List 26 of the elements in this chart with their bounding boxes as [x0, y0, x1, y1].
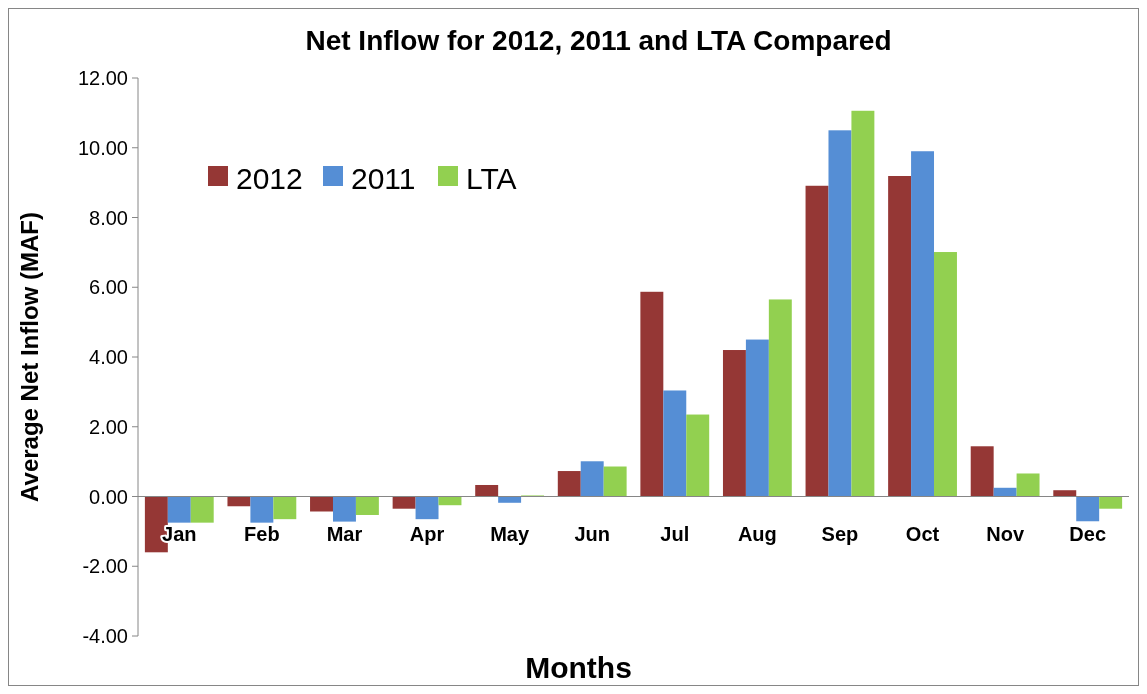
y-tick-label: 0.00 — [89, 485, 128, 508]
x-tick-label: Apr — [409, 522, 445, 545]
x-tick-label: Nov — [986, 522, 1025, 545]
x-tick-label: Jun — [574, 522, 610, 545]
y-tick-label: 8.00 — [89, 206, 128, 229]
y-tick-label: 10.00 — [77, 136, 128, 159]
y-axis-title: Average Net Inflow (MAF) — [16, 212, 43, 502]
chart-title: Net Inflow for 2012, 2011 and LTA Compared — [305, 25, 892, 56]
x-tick-label: Dec — [1069, 522, 1107, 545]
legend-label: LTA — [466, 161, 517, 195]
legend-label: 2012 — [236, 161, 303, 195]
y-tick-label: 6.00 — [89, 276, 128, 299]
y-tick-label: -4.00 — [82, 625, 128, 647]
x-tick-label: May — [490, 522, 530, 545]
y-tick-label: 4.00 — [89, 346, 128, 368]
x-tick-label: Aug — [737, 522, 777, 545]
y-tick-label: 12.00 — [77, 67, 128, 89]
x-tick-label: Feb — [244, 522, 280, 545]
x-tick-label: Oct — [905, 522, 940, 545]
legend-label: 2011 — [351, 161, 416, 195]
y-tick-label: -2.00 — [82, 555, 128, 578]
x-tick-label: Jul — [660, 522, 690, 545]
x-tick-label: Sep — [821, 522, 859, 545]
y-tick-label: 2.00 — [89, 415, 128, 438]
x-tick-label: Mar — [326, 522, 363, 545]
x-axis-title: Months — [525, 651, 632, 684]
